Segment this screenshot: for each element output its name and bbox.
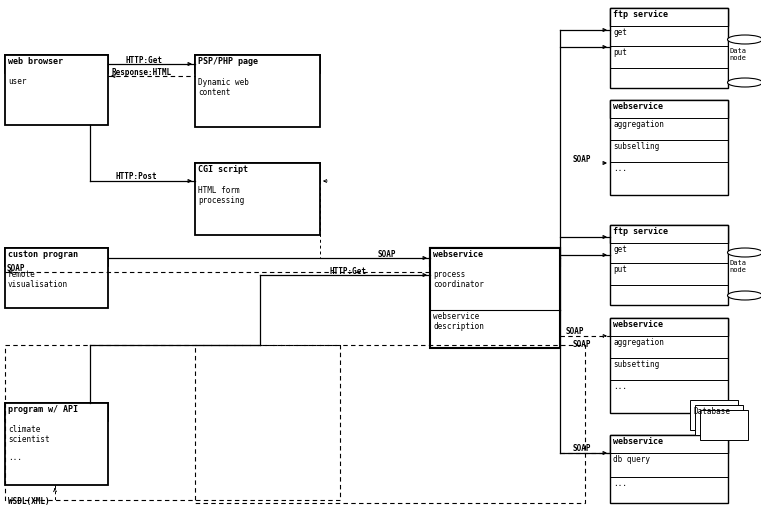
Bar [610, 225, 728, 305]
Text: climate
scientist: climate scientist [8, 425, 49, 444]
Text: SOAP: SOAP [573, 340, 591, 349]
Text: ...: ... [613, 164, 627, 173]
Text: webservice: webservice [433, 250, 483, 259]
Bar [610, 318, 728, 413]
Text: Database: Database [694, 407, 731, 416]
Bar [5, 248, 108, 266]
Bar [195, 345, 585, 503]
Text: subselling: subselling [613, 142, 659, 151]
Bar [5, 403, 108, 421]
Bar [610, 435, 728, 453]
Text: webservice: webservice [613, 102, 663, 111]
Text: HTML form
processing: HTML form processing [198, 186, 244, 205]
Bar [195, 55, 320, 73]
Bar [5, 55, 108, 125]
Bar [610, 318, 728, 336]
Bar [700, 410, 748, 440]
Text: SOAP: SOAP [573, 444, 591, 453]
Bar [610, 435, 728, 503]
Bar [610, 100, 728, 118]
Bar [5, 248, 108, 308]
Text: aggregation: aggregation [613, 338, 664, 347]
Text: put: put [613, 265, 627, 274]
Text: webservice: webservice [613, 320, 663, 329]
Text: ...: ... [613, 479, 627, 488]
Text: ...: ... [613, 382, 627, 391]
Text: ...: ... [8, 453, 22, 462]
Bar [690, 400, 738, 430]
Ellipse shape [728, 35, 761, 44]
Text: CGI script: CGI script [198, 165, 248, 174]
Text: subsetting: subsetting [613, 360, 659, 369]
Ellipse shape [728, 248, 761, 257]
Bar [610, 8, 728, 88]
Bar [430, 248, 560, 266]
Text: user: user [8, 77, 27, 86]
Text: SOAP: SOAP [573, 155, 591, 164]
Text: db query: db query [613, 455, 650, 464]
Text: process
coordinator: process coordinator [433, 270, 484, 290]
Text: get: get [613, 28, 627, 37]
Text: HTTP:Get: HTTP:Get [125, 56, 162, 65]
Bar [5, 403, 108, 485]
Text: SOAP: SOAP [7, 264, 26, 273]
Text: PSP/PHP page: PSP/PHP page [198, 57, 258, 66]
Text: put: put [613, 48, 627, 57]
Text: ftp service: ftp service [613, 227, 668, 236]
Text: Data
node: Data node [729, 260, 746, 273]
Text: webservice
description: webservice description [433, 312, 484, 331]
Text: web browser: web browser [8, 57, 63, 66]
Bar [610, 225, 728, 243]
Text: get: get [613, 245, 627, 254]
Bar [195, 163, 320, 235]
Text: HTTP:Post: HTTP:Post [115, 172, 157, 181]
Text: WSDL(XML): WSDL(XML) [8, 497, 49, 506]
Text: SOAP: SOAP [566, 327, 584, 336]
Text: Data
node: Data node [729, 48, 746, 61]
Text: HTTP:Get: HTTP:Get [330, 267, 367, 276]
Bar [728, 252, 761, 296]
Ellipse shape [728, 291, 761, 300]
Bar [195, 163, 320, 181]
Bar [5, 55, 108, 73]
Text: aggregation: aggregation [613, 120, 664, 129]
Text: webservice: webservice [613, 437, 663, 446]
Bar [695, 405, 743, 435]
Text: program w/ API: program w/ API [8, 405, 78, 414]
Bar [195, 55, 320, 127]
Text: Dynamic web
content: Dynamic web content [198, 78, 249, 98]
Ellipse shape [728, 78, 761, 87]
Bar [728, 40, 761, 82]
Text: Response:HTML: Response:HTML [112, 68, 172, 77]
Bar [610, 8, 728, 26]
Text: remote
visualisation: remote visualisation [8, 270, 68, 290]
Text: custon progran: custon progran [8, 250, 78, 259]
Text: SOAP: SOAP [378, 250, 396, 259]
Bar [430, 248, 560, 348]
Bar [610, 100, 728, 195]
Bar [5, 345, 340, 500]
Text: ftp service: ftp service [613, 10, 668, 19]
